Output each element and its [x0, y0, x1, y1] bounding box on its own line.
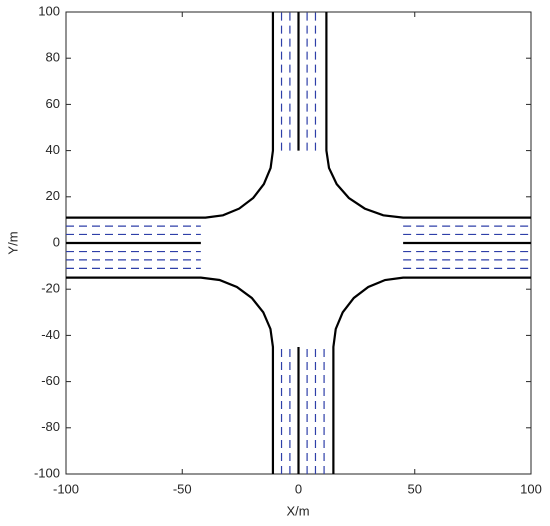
y-tick-label: -100	[34, 465, 60, 480]
y-tick-label: -60	[41, 373, 60, 388]
y-tick-label: 20	[46, 188, 60, 203]
y-tick-label: -40	[41, 327, 60, 342]
x-tick-label: -50	[173, 481, 192, 496]
y-tick-label: 40	[46, 142, 60, 157]
line	[66, 12, 531, 474]
x-tick-label: 100	[520, 481, 542, 496]
x-axis-label: X/m	[286, 503, 309, 518]
y-tick-label: -80	[41, 419, 60, 434]
y-tick-label: 60	[46, 96, 60, 111]
y-tick-label: 0	[53, 234, 60, 249]
x-tick-label: 0	[295, 481, 302, 496]
y-tick-label: -20	[41, 281, 60, 296]
y-axis-label: Y/m	[5, 231, 20, 254]
y-tick-label: 100	[38, 3, 60, 18]
line	[66, 12, 531, 474]
x-tick-label: -100	[53, 481, 79, 496]
x-tick-label: 50	[408, 481, 422, 496]
y-tick-label: 80	[46, 50, 60, 65]
